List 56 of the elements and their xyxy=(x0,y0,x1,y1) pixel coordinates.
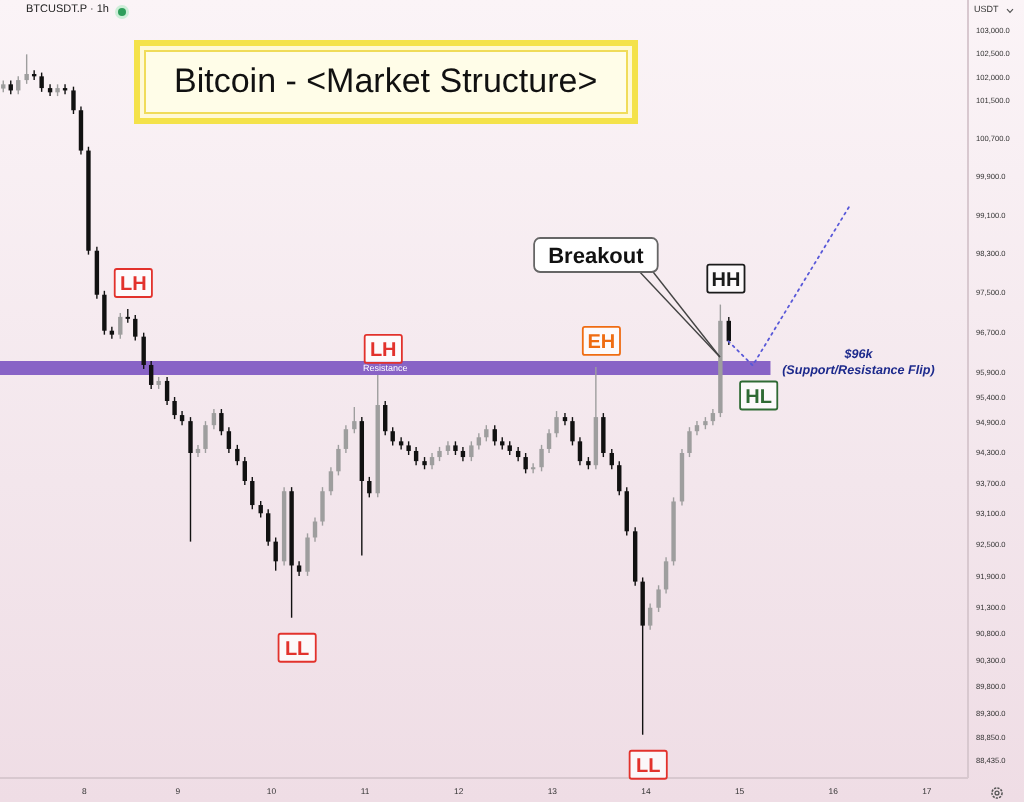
candlestick xyxy=(546,428,552,454)
candlestick xyxy=(352,406,357,434)
candlestick xyxy=(109,326,115,340)
candlestick xyxy=(601,412,606,458)
candlestick xyxy=(235,444,240,466)
candlestick xyxy=(94,246,100,300)
annotation: Breakout xyxy=(548,245,645,270)
candlestick xyxy=(469,440,474,462)
candlestick xyxy=(523,452,528,475)
candlestick xyxy=(554,410,559,438)
candlestick xyxy=(266,508,271,547)
candlestick xyxy=(39,71,44,93)
candlestick xyxy=(102,290,107,336)
annotation: EH xyxy=(587,332,616,355)
candlestick xyxy=(78,105,84,156)
candlestick xyxy=(336,444,341,477)
annotation: HH xyxy=(711,269,741,292)
candlestick xyxy=(211,408,217,430)
candlestick xyxy=(148,360,154,390)
candlestick xyxy=(226,426,232,454)
candlestick xyxy=(188,416,193,543)
candlestick xyxy=(242,456,247,486)
candlestick xyxy=(539,444,544,473)
candlestick xyxy=(663,556,669,595)
candlestick xyxy=(640,576,645,736)
candlestick xyxy=(250,476,255,510)
candlestick xyxy=(687,426,692,458)
candlestick xyxy=(647,602,653,631)
candlestick xyxy=(118,312,123,340)
candlestick xyxy=(24,53,29,85)
candlestick xyxy=(383,400,388,436)
candlestick xyxy=(570,416,575,447)
candlestick xyxy=(273,536,278,572)
candlestick xyxy=(219,408,224,436)
annotation: LH xyxy=(119,274,147,297)
candlestick xyxy=(305,532,310,577)
candlestick xyxy=(172,396,177,420)
candlestick xyxy=(624,486,629,537)
candlestick xyxy=(141,331,146,370)
annotation: LL xyxy=(635,755,661,778)
candlestick xyxy=(164,376,170,406)
annotation: LH xyxy=(369,340,397,363)
candlestick xyxy=(492,424,497,447)
annotation: LL xyxy=(284,638,310,661)
candlestick xyxy=(656,584,661,613)
candlestick xyxy=(71,85,76,115)
candlestick xyxy=(328,466,334,497)
text: Bitcoin - <Market Structure> xyxy=(144,50,628,114)
candlestick xyxy=(367,476,372,499)
candlestick xyxy=(320,486,325,527)
candlestick xyxy=(133,314,138,342)
candlestick xyxy=(617,460,622,497)
annotation: HL xyxy=(745,386,773,409)
candlestick xyxy=(577,436,583,466)
candlestick xyxy=(203,420,208,454)
candlestick xyxy=(343,424,349,454)
